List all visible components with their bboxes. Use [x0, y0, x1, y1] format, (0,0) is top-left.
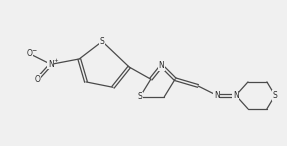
Text: S: S: [100, 37, 104, 46]
Text: +: +: [53, 58, 58, 63]
Text: S: S: [138, 92, 142, 101]
Text: O: O: [34, 75, 40, 84]
Text: S: S: [273, 91, 277, 100]
Text: N: N: [159, 61, 164, 70]
Text: N: N: [214, 91, 220, 100]
Text: O: O: [26, 49, 32, 58]
Text: −: −: [31, 48, 36, 53]
Text: N: N: [233, 91, 239, 100]
Text: N: N: [48, 60, 54, 69]
